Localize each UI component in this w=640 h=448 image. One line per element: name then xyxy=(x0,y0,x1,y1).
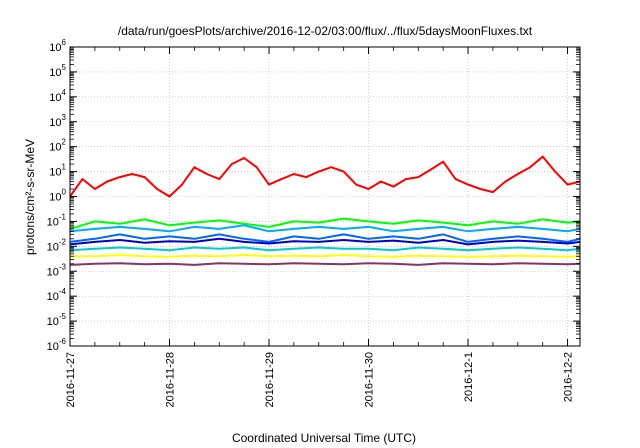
y-tick-exponent: 6 xyxy=(62,38,67,47)
y-tick-label: 104 xyxy=(49,88,66,104)
series-line-4 xyxy=(69,237,581,246)
y-tick-base: 10 xyxy=(49,142,61,154)
x-tick-label: 2016-11-30 xyxy=(364,352,376,407)
chart-title: /data/run/goesPlots/archive/2016-12-02/0… xyxy=(118,24,533,38)
y-tick-exponent: 0 xyxy=(62,188,67,197)
y-tick-exponent: -5 xyxy=(59,312,67,321)
y-tick-base: 10 xyxy=(49,92,61,104)
y-tick-base: 10 xyxy=(47,241,59,253)
y-tick-label: 105 xyxy=(49,63,66,79)
y-tick-exponent: -6 xyxy=(59,337,67,346)
y-tick-base: 10 xyxy=(47,341,59,353)
y-tick-base: 10 xyxy=(47,266,59,278)
series-lines xyxy=(69,155,581,266)
y-tick-base: 10 xyxy=(47,216,59,228)
y-tick-label: 10-4 xyxy=(47,287,67,303)
y-tick-exponent: -1 xyxy=(59,212,67,221)
y-tick-exponent: 2 xyxy=(62,138,67,147)
series-line-6 xyxy=(70,254,581,258)
series-line-3 xyxy=(69,233,581,243)
y-tick-base: 10 xyxy=(49,42,61,54)
y-tick-base: 10 xyxy=(49,67,61,79)
y-tick-exponent: -2 xyxy=(59,237,67,246)
y-tick-label: 103 xyxy=(49,113,66,129)
series-line-0 xyxy=(69,155,581,198)
y-tick-base: 10 xyxy=(49,192,61,204)
y-tick-label: 10-3 xyxy=(47,262,67,278)
y-tick-base: 10 xyxy=(47,316,59,328)
y-tick-label: 102 xyxy=(49,138,66,154)
x-tick-label: 2016-12-1 xyxy=(463,352,475,402)
y-tick-label: 10-1 xyxy=(47,212,67,228)
y-tick-exponent: 3 xyxy=(62,113,67,122)
y-tick-label: 100 xyxy=(49,188,66,204)
axis-ticks xyxy=(69,46,580,347)
series-line-7 xyxy=(69,262,581,266)
x-tick-label: 2016-11-28 xyxy=(165,352,177,407)
grid xyxy=(70,47,580,346)
x-axis-label: Coordinated Universal Time (UTC) xyxy=(232,431,416,445)
x-tick-labels: 2016-11-27 2016-11-28 2016-11-29 2016-11-30… xyxy=(65,352,575,407)
series-line-2 xyxy=(69,224,581,233)
y-tick-label: 106 xyxy=(49,38,66,54)
series-line-5 xyxy=(69,246,581,252)
y-tick-label: 10-2 xyxy=(47,237,67,253)
y-tick-exponent: 1 xyxy=(62,163,67,172)
y-tick-base: 10 xyxy=(49,167,61,179)
y-axis-label: protons/cm²-s-sr-MeV xyxy=(23,139,37,255)
y-tick-label: 10-6 xyxy=(47,337,67,353)
x-tick-label: 2016-12-2 xyxy=(563,352,575,402)
y-tick-exponent: 4 xyxy=(62,88,67,97)
y-tick-label: 101 xyxy=(49,163,66,179)
y-tick-exponent: -4 xyxy=(59,287,67,296)
y-tick-labels: 10-610-510-410-310-210-11001011021031041… xyxy=(47,38,67,353)
y-tick-base: 10 xyxy=(49,117,61,129)
series-line-1 xyxy=(69,217,581,230)
x-tick-label: 2016-11-27 xyxy=(65,352,77,407)
y-tick-exponent: -3 xyxy=(59,262,67,271)
y-tick-label: 10-5 xyxy=(47,312,67,328)
y-tick-base: 10 xyxy=(47,291,59,303)
y-tick-exponent: 5 xyxy=(62,63,67,72)
x-tick-label: 2016-11-29 xyxy=(264,352,276,407)
